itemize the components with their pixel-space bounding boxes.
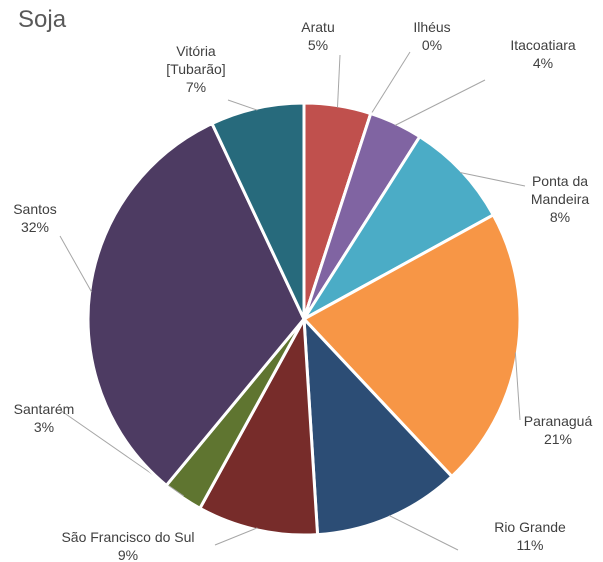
label-name: Santarém [13, 401, 75, 417]
chart-title: Soja [18, 6, 67, 33]
pie-slice [302, 134, 496, 321]
label-value: 3% [33, 419, 55, 435]
label-value: 32% [20, 219, 50, 235]
label-value: 7% [185, 79, 207, 95]
data-label: São Francisco do Sul 9% [38, 528, 218, 562]
pie-slice [210, 101, 306, 320]
pie-slice [302, 314, 454, 537]
label-name: Santos [13, 201, 57, 217]
leader-line [336, 54, 341, 108]
label-value: 21% [543, 431, 573, 447]
label-name: Paranaguá [523, 413, 593, 429]
label-name: Vitória [Tubarão] [166, 43, 226, 77]
data-label: Santos 32% [0, 200, 70, 236]
pie-slice [197, 313, 320, 537]
label-name: Aratu [301, 19, 335, 35]
data-label: Vitória [Tubarão] 7% [156, 42, 236, 96]
leader-line [369, 51, 411, 116]
data-label: Aratu 5% [288, 18, 348, 54]
label-value: 0% [421, 37, 443, 53]
leader-line [394, 79, 486, 126]
leader-line [514, 352, 521, 421]
data-label: Rio Grande 11% [480, 518, 580, 554]
label-value: 9% [117, 547, 139, 562]
data-label: Itacoatiara 4% [493, 36, 593, 72]
leader-line [388, 514, 459, 551]
pie-slice [86, 121, 306, 488]
label-value: 11% [516, 537, 544, 553]
leader-line [227, 99, 258, 111]
leader-line [459, 172, 526, 187]
data-label: Santarém 3% [4, 400, 84, 436]
label-value: 8% [549, 209, 571, 225]
label-name: Rio Grande [494, 519, 566, 535]
leader-line [59, 235, 93, 293]
data-label: Ponta da Mandeira 8% [520, 172, 600, 226]
data-label: Paranaguá 21% [513, 412, 603, 448]
label-value: 4% [532, 55, 554, 71]
label-value: 5% [307, 37, 329, 53]
leader-line [214, 527, 258, 546]
label-name: Itacoatiara [510, 37, 576, 53]
data-label: Ilhéus 0% [402, 18, 462, 54]
pie-slice [301, 212, 522, 479]
label-name: Ilhéus [413, 19, 451, 35]
label-name: São Francisco do Sul [61, 529, 195, 545]
label-name: Ponta da Mandeira [530, 173, 590, 207]
